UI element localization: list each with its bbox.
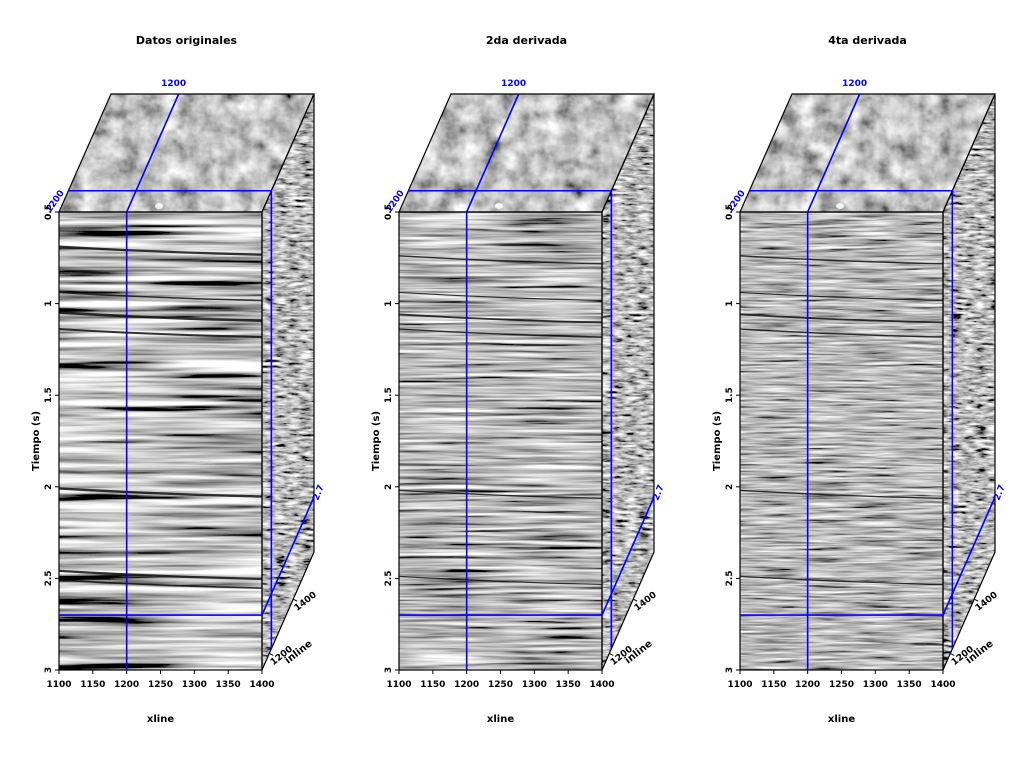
xline-section-face bbox=[740, 212, 943, 670]
slice-xline-top bbox=[465, 93, 520, 213]
time-axis-label: Tiempo (s) bbox=[371, 411, 382, 471]
slice-xline-top bbox=[125, 93, 180, 213]
slice-xline-label: 1200 bbox=[501, 79, 526, 89]
time-tick-label: 1 bbox=[384, 300, 394, 306]
side-face-outline bbox=[261, 93, 315, 671]
xline-tick-label: 1100 bbox=[386, 680, 411, 690]
cube-panel-3: 4ta derivada120012002.70.511.522.53Tiemp… bbox=[712, 34, 1008, 725]
xline-tick-label: 1250 bbox=[488, 680, 513, 690]
xline-tick-label: 1250 bbox=[829, 680, 854, 690]
xline-tick-label: 1300 bbox=[863, 680, 888, 690]
xline-tick-label: 1200 bbox=[454, 680, 479, 690]
inline-tick-label: 1400 bbox=[633, 590, 659, 613]
time-axis-label: Tiempo (s) bbox=[712, 411, 723, 471]
xline-axis-label: xline bbox=[487, 714, 514, 725]
time-tick-label: 1.5 bbox=[725, 387, 735, 403]
time-tick-label: 2.5 bbox=[725, 570, 735, 586]
time-tick-label: 3 bbox=[725, 667, 735, 673]
panel-title: 4ta derivada bbox=[828, 34, 907, 47]
xline-section-face bbox=[399, 212, 602, 670]
time-tick-label: 1 bbox=[44, 300, 54, 306]
xline-tick-label: 1300 bbox=[522, 680, 547, 690]
inline-tick-label: 1400 bbox=[293, 590, 319, 613]
time-tick-label: 2.5 bbox=[44, 570, 54, 586]
time-tick-label: 0.5 bbox=[384, 204, 394, 220]
slice-xline-label: 1200 bbox=[161, 79, 186, 89]
inline-tick bbox=[269, 653, 274, 656]
time-tick-label: 0.5 bbox=[725, 204, 735, 220]
xline-tick-label: 1400 bbox=[589, 680, 614, 690]
cube-panel-1: Datos originales120012002.70.511.522.53T… bbox=[31, 34, 327, 725]
side-face-outline bbox=[601, 93, 655, 671]
xline-tick-label: 1350 bbox=[897, 680, 922, 690]
xline-tick-label: 1250 bbox=[148, 680, 173, 690]
panel-title: 2da derivada bbox=[486, 34, 567, 47]
time-tick-label: 3 bbox=[44, 667, 54, 673]
cube-panel-2: 2da derivada120012002.70.511.522.53Tiemp… bbox=[371, 34, 667, 725]
xline-axis-label: xline bbox=[828, 714, 855, 725]
time-tick-label: 3 bbox=[384, 667, 394, 673]
time-tick-label: 1.5 bbox=[384, 387, 394, 403]
xline-axis-label: xline bbox=[147, 714, 174, 725]
panel-title: Datos originales bbox=[136, 34, 238, 47]
inline-tick bbox=[632, 598, 638, 602]
xline-tick-label: 1300 bbox=[182, 680, 207, 690]
inline-tick bbox=[973, 598, 979, 602]
xline-tick-label: 1150 bbox=[420, 680, 445, 690]
time-tick-label: 2 bbox=[725, 484, 735, 490]
xline-tick-label: 1350 bbox=[216, 680, 241, 690]
time-tick-label: 0.5 bbox=[44, 204, 54, 220]
side-face-outline bbox=[942, 93, 996, 671]
inline-tick-label: 1400 bbox=[974, 590, 1000, 613]
xline-tick-label: 1200 bbox=[795, 680, 820, 690]
time-tick-label: 1 bbox=[725, 300, 735, 306]
time-tick-label: 2 bbox=[44, 484, 54, 490]
inline-tick bbox=[609, 653, 614, 656]
inline-tick bbox=[292, 598, 298, 602]
inline-tick bbox=[950, 653, 955, 656]
xline-tick-label: 1200 bbox=[114, 680, 139, 690]
time-axis-label: Tiempo (s) bbox=[31, 411, 42, 471]
xline-tick-label: 1400 bbox=[249, 680, 274, 690]
xline-tick-label: 1100 bbox=[727, 680, 752, 690]
xline-section-face bbox=[59, 212, 262, 670]
xline-tick-label: 1150 bbox=[761, 680, 786, 690]
xline-tick-label: 1350 bbox=[556, 680, 581, 690]
time-tick-label: 2.5 bbox=[384, 570, 394, 586]
time-tick-label: 1.5 bbox=[44, 387, 54, 403]
time-tick-label: 2 bbox=[384, 484, 394, 490]
xline-tick-label: 1150 bbox=[80, 680, 105, 690]
slice-xline-top bbox=[806, 93, 861, 213]
xline-tick-label: 1400 bbox=[930, 680, 955, 690]
slice-xline-label: 1200 bbox=[842, 79, 867, 89]
xline-tick-label: 1100 bbox=[46, 680, 71, 690]
